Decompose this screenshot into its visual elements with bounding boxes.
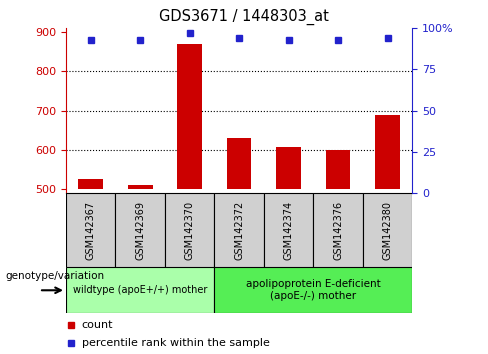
Text: GSM142367: GSM142367 [85, 200, 96, 260]
Text: apolipoprotein E-deficient
(apoE-/-) mother: apolipoprotein E-deficient (apoE-/-) mot… [246, 279, 381, 301]
Text: GSM142376: GSM142376 [333, 200, 343, 260]
Text: GSM142369: GSM142369 [135, 201, 145, 259]
Text: GSM142370: GSM142370 [184, 200, 195, 260]
Bar [214, 193, 264, 267]
Text: wildtype (apoE+/+) mother: wildtype (apoE+/+) mother [73, 285, 207, 295]
Text: genotype/variation: genotype/variation [5, 272, 104, 281]
Bar [177, 44, 202, 189]
Bar [115, 193, 165, 267]
Bar [165, 193, 214, 267]
Text: GSM142380: GSM142380 [383, 201, 393, 259]
Text: GSM142372: GSM142372 [234, 200, 244, 260]
Bar [128, 185, 153, 189]
Bar [375, 115, 400, 189]
Bar [326, 150, 350, 189]
Text: count: count [81, 320, 113, 330]
Bar [227, 138, 251, 189]
Bar [313, 193, 363, 267]
Text: GDS3671 / 1448303_at: GDS3671 / 1448303_at [159, 9, 329, 25]
Bar [66, 267, 214, 313]
Bar [214, 267, 412, 313]
Text: GSM142374: GSM142374 [284, 200, 294, 260]
Bar [363, 193, 412, 267]
Bar [78, 179, 103, 189]
Text: percentile rank within the sample: percentile rank within the sample [81, 338, 269, 348]
Bar [264, 193, 313, 267]
Bar [276, 147, 301, 189]
Bar [66, 193, 115, 267]
